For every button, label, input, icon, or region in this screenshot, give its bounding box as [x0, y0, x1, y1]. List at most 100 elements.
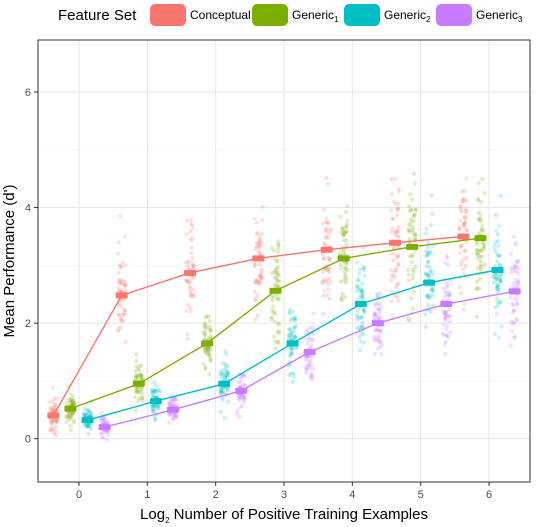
jitter-point-generic3 [512, 335, 517, 340]
jitter-point-generic1 [277, 329, 282, 334]
jitter-point-generic1 [407, 228, 412, 233]
jitter-point-generic3 [99, 431, 105, 436]
jitter-point-generic3 [170, 417, 176, 422]
jitter-point-generic1 [275, 321, 281, 326]
jitter-point-generic1 [72, 400, 77, 406]
jitter-point-generic1 [343, 224, 348, 229]
jitter-point-generic1 [478, 277, 483, 282]
jitter-point-generic1 [481, 243, 486, 248]
jitter-point-generic1 [478, 216, 483, 221]
jitter-point-generic2 [289, 348, 294, 353]
jitter-point-generic3 [305, 341, 310, 346]
jitter-point-conceptual [320, 251, 325, 257]
jitter-point-generic3 [442, 294, 447, 299]
jitter-point-generic2 [224, 373, 230, 379]
jitter-point-conceptual [117, 281, 122, 286]
jitter-point-generic3 [236, 397, 241, 402]
jitter-point-generic1 [204, 349, 209, 354]
jitter-point-generic3 [372, 310, 377, 315]
jitter-point-generic1 [406, 227, 411, 232]
jitter-point-generic2 [85, 424, 90, 429]
jitter-point-generic1 [277, 322, 282, 327]
jitter-point-generic2 [151, 408, 156, 414]
jitter-point-conceptual [120, 312, 125, 317]
jitter-point-generic1 [275, 339, 281, 344]
jitter-point-conceptual [391, 252, 397, 257]
jitter-point-generic3 [512, 296, 517, 301]
jitter-point-generic3 [513, 240, 518, 245]
jitter-point-generic2 [82, 406, 87, 411]
y-axis: 0 2 4 6 [25, 87, 38, 446]
jitter-point-generic1 [479, 264, 484, 270]
jitter-point-generic2 [88, 412, 94, 417]
jitter-point-generic1 [203, 314, 208, 320]
jitter-point-conceptual [459, 261, 464, 267]
jitter-point-generic3 [238, 393, 243, 398]
jitter-point-generic2 [355, 308, 360, 313]
jitter-point-generic3 [172, 397, 178, 402]
jitter-point-conceptual [252, 260, 257, 266]
jitter-point-generic3 [307, 359, 312, 365]
jitter-point-generic3 [237, 396, 243, 401]
jitter-point-generic2 [493, 239, 498, 245]
jitter-point-generic1 [206, 348, 211, 353]
jitter-point-generic3 [304, 370, 309, 376]
jitter-point-generic1 [338, 248, 344, 253]
jitter-point-conceptual [259, 217, 265, 223]
jitter-point-conceptual [464, 176, 469, 181]
jitter-point-conceptual [120, 277, 125, 283]
jitter-point-conceptual [255, 293, 260, 298]
jitter-point-generic3 [237, 415, 242, 420]
jitter-point-conceptual [396, 298, 401, 303]
jitter-point-generic3 [238, 379, 243, 385]
jitter-point-generic2 [221, 361, 226, 366]
jitter-point-generic1 [137, 363, 143, 369]
jitter-point-generic1 [342, 274, 347, 280]
jitter-point-conceptual [390, 313, 395, 318]
jitter-point-generic2 [292, 316, 297, 321]
jitter-point-conceptual [190, 223, 195, 228]
jitter-point-conceptual [47, 399, 52, 404]
jitter-point-conceptual [254, 241, 259, 246]
jitter-point-generic3 [173, 413, 178, 418]
jitter-point-generic3 [511, 234, 516, 240]
jitter-point-generic1 [408, 192, 413, 197]
jitter-point-conceptual [328, 280, 333, 285]
jitter-point-conceptual [457, 284, 462, 289]
jitter-point-conceptual [117, 278, 122, 283]
jitter-point-generic1 [345, 203, 350, 208]
jitter-point-conceptual [458, 291, 464, 296]
jitter-point-generic2 [360, 320, 365, 325]
legend-key [252, 4, 288, 26]
jitter-point-generic2 [494, 276, 499, 281]
jitter-point-conceptual [119, 304, 124, 309]
jitter-point-generic1 [208, 333, 213, 338]
jitter-point-generic2 [355, 317, 360, 322]
jitter-point-generic3 [237, 394, 242, 399]
jitter-point-conceptual [189, 221, 194, 226]
jitter-point-generic2 [150, 407, 155, 412]
jitter-point-generic2 [154, 383, 159, 389]
jitter-point-generic2 [150, 388, 155, 393]
jitter-point-generic2 [151, 409, 157, 415]
jitter-point-generic2 [362, 273, 367, 278]
jitter-point-conceptual [47, 427, 52, 432]
jitter-point-conceptual [259, 269, 264, 274]
jitter-point-generic2 [355, 314, 360, 320]
jitter-point-generic1 [138, 372, 143, 377]
jitter-point-generic3 [444, 313, 450, 318]
jitter-point-conceptual [115, 251, 121, 256]
jitter-point-generic3 [514, 302, 519, 307]
mean-marker-generic1 [201, 340, 214, 347]
jitter-point-conceptual [259, 267, 265, 272]
jitter-point-conceptual [191, 287, 196, 292]
jitter-point-generic1 [134, 374, 140, 379]
jitter-point-conceptual [396, 186, 402, 192]
jitter-point-generic1 [64, 414, 69, 419]
jitter-point-conceptual [119, 280, 124, 286]
jitter-point-generic1 [134, 386, 139, 391]
jitter-point-generic1 [477, 216, 482, 221]
mean-marker-generic1 [406, 243, 419, 250]
jitter-point-generic1 [341, 248, 347, 253]
jitter-point-conceptual [188, 294, 193, 299]
